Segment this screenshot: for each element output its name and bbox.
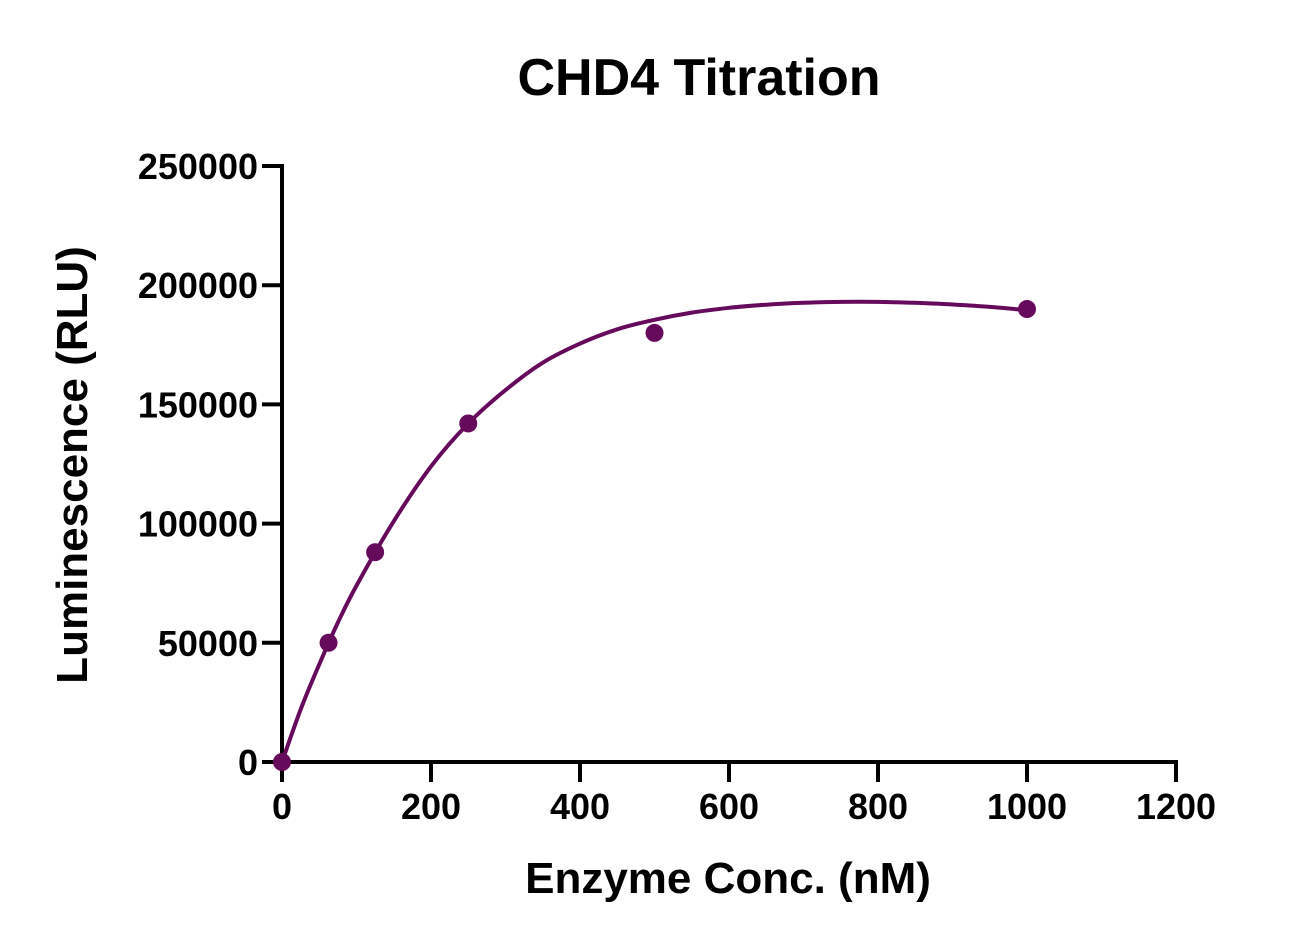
x-tick-label: 1000 [987, 786, 1067, 827]
data-point [1018, 300, 1036, 319]
x-tick-label: 200 [401, 786, 461, 827]
y-tick-label: 150000 [138, 384, 258, 425]
y-tick-label: 250000 [138, 146, 258, 187]
x-tick-label: 1200 [1136, 786, 1216, 827]
x-tick-label: 800 [848, 786, 908, 827]
axes [280, 164, 1178, 764]
data-point [273, 753, 291, 771]
x-axis-label: Enzyme Conc. (nM) [525, 854, 931, 903]
y-ticks: 0 50000 100000 150000 200000 250000 [138, 146, 282, 783]
y-tick-label: 0 [238, 742, 258, 783]
x-tick-label: 400 [550, 786, 610, 827]
data-point [319, 633, 338, 652]
x-ticks: 0 200 400 600 800 1000 1200 [272, 762, 1216, 827]
data-point [366, 543, 385, 562]
y-tick-label: 200000 [138, 265, 258, 306]
x-tick-label: 600 [699, 786, 759, 827]
y-axis-label: Luminescence (RLU) [48, 246, 97, 684]
y-tick-label: 100000 [138, 504, 258, 545]
data-point [645, 323, 664, 342]
data-point [459, 414, 478, 433]
x-tick-label: 0 [272, 786, 292, 827]
data-points [273, 300, 1036, 771]
fit-curve [280, 299, 1028, 763]
y-tick-label: 50000 [158, 623, 258, 664]
chart-title: CHD4 Titration [517, 49, 880, 107]
